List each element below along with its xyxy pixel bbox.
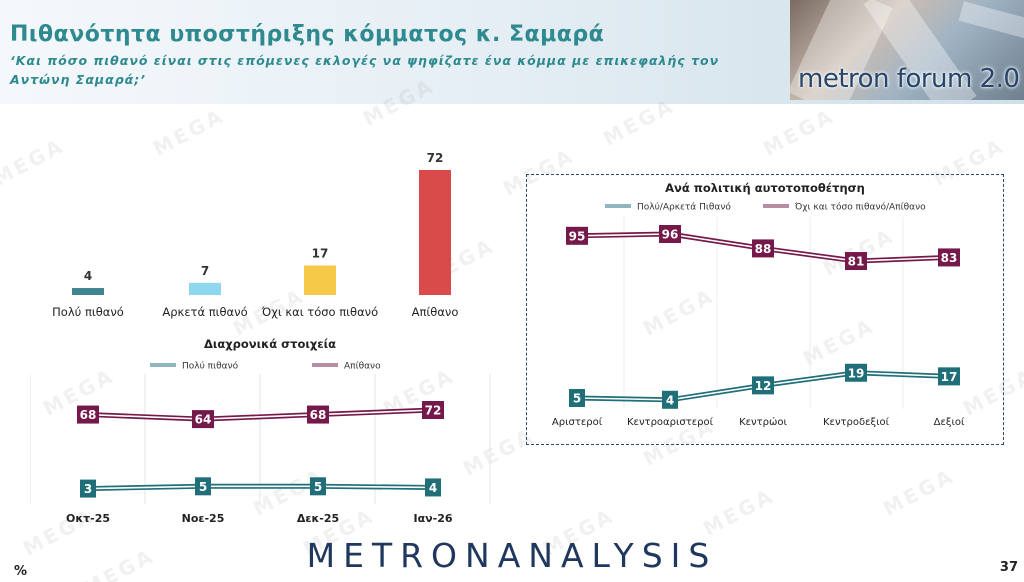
bar bbox=[189, 282, 221, 295]
data-label: 12 bbox=[755, 379, 772, 393]
data-label-box bbox=[662, 390, 678, 409]
x-tick-label: Δεκ-25 bbox=[297, 512, 339, 525]
data-label: 5 bbox=[314, 480, 322, 494]
data-label: 64 bbox=[195, 413, 212, 427]
x-tick-label: Κεντροαριστεροί bbox=[627, 416, 714, 428]
metron-forum-logo: metron forum 2.0 bbox=[790, 0, 1024, 100]
header-banner: Πιθανότητα υποστήριξης κόμματος κ. Σαμαρ… bbox=[0, 0, 1024, 104]
x-tick-label: Ιαν-26 bbox=[413, 512, 452, 525]
data-label: 68 bbox=[80, 408, 97, 422]
x-tick-label: Δεξιοί bbox=[934, 416, 965, 428]
legend-label: Πολύ πιθανό bbox=[182, 361, 239, 372]
legend-label: Όχι και τόσο πιθανό/Απίθανο bbox=[794, 202, 926, 213]
data-label: 72 bbox=[425, 404, 442, 418]
bar-value-label: 17 bbox=[312, 246, 329, 260]
data-label-box bbox=[845, 363, 867, 382]
bar bbox=[419, 170, 451, 295]
data-label-box bbox=[566, 226, 588, 245]
series-line-inner bbox=[87, 409, 434, 420]
bar-value-label: 72 bbox=[427, 151, 444, 165]
timeline-line-chart: Πολύ πιθανό Απίθανο 3 5 5 4 68 64 68 72 Οκτ-25 Νοε-… bbox=[30, 361, 491, 525]
data-label-box bbox=[80, 479, 96, 498]
data-label: 5 bbox=[199, 480, 207, 494]
data-label-box bbox=[310, 477, 326, 496]
bar-value-label: 4 bbox=[84, 269, 92, 283]
data-label: 5 bbox=[573, 391, 581, 405]
data-label: 81 bbox=[848, 255, 865, 269]
data-label: 4 bbox=[666, 393, 674, 407]
ideology-chart-frame bbox=[526, 174, 1004, 445]
page-number: 37 bbox=[999, 560, 1018, 575]
x-tick-label: Οκτ-25 bbox=[66, 512, 110, 525]
data-label-box bbox=[195, 477, 211, 496]
data-label: 83 bbox=[941, 251, 958, 265]
ideology-line-chart: Πολύ/Αρκετά Πιθανό Όχι και τόσο πιθανό/Απ… bbox=[552, 202, 965, 429]
data-label-box bbox=[752, 239, 774, 258]
data-label: 96 bbox=[662, 228, 679, 242]
bar-category-label: Απίθανο bbox=[412, 305, 459, 319]
page-subtitle: ‘Και πόσο πιθανό είναι στις επόμενες εκλ… bbox=[10, 53, 720, 87]
series-line-inner bbox=[87, 485, 434, 490]
data-label: 4 bbox=[429, 481, 437, 495]
data-label-box bbox=[77, 405, 99, 424]
likelihood-bar-chart: 4 Πολύ πιθανό 7 Αρκετά πιθανό 17 Όχι και τόσο… bbox=[52, 151, 459, 319]
footer-brand: METRONANALYSIS bbox=[306, 536, 718, 575]
data-label: 3 bbox=[84, 482, 92, 496]
bar bbox=[72, 288, 104, 295]
data-label-box bbox=[192, 410, 214, 429]
mega-watermark: MEGA bbox=[878, 463, 959, 521]
page-title: Πιθανότητα υποστήριξης κόμματος κ. Σαμαρ… bbox=[10, 22, 605, 47]
mega-watermark: MEGA bbox=[758, 103, 839, 161]
data-label-box bbox=[938, 248, 960, 267]
x-tick-label: Κεντροδεξιοί bbox=[823, 416, 890, 428]
data-label-box bbox=[569, 388, 585, 407]
x-tick-label: Κεντρώοι bbox=[739, 416, 787, 428]
data-label-box bbox=[752, 376, 774, 395]
data-label-box bbox=[659, 225, 681, 243]
bar-category-label: Αρκετά πιθανό bbox=[162, 305, 247, 319]
data-label-box bbox=[425, 478, 441, 497]
unit-label: % bbox=[14, 564, 28, 579]
bar-value-label: 7 bbox=[201, 264, 209, 278]
data-label: 88 bbox=[755, 242, 772, 256]
ideology-chart-title: Ανά πολιτική αυτοτοποθέτηση bbox=[665, 181, 865, 195]
data-label: 95 bbox=[569, 229, 586, 243]
legend-label: Πολύ/Αρκετά Πιθανό bbox=[637, 202, 731, 213]
data-label-box bbox=[938, 367, 960, 386]
bar-category-label: Πολύ πιθανό bbox=[52, 305, 124, 319]
logo-text: metron forum 2.0 bbox=[798, 64, 1020, 94]
data-label-box bbox=[845, 252, 867, 271]
mega-watermark: MEGA bbox=[698, 483, 779, 541]
data-label-box bbox=[422, 401, 444, 419]
bar bbox=[304, 265, 336, 295]
bar-category-label: Όχι και τόσο πιθανό bbox=[261, 305, 378, 319]
legend-label: Απίθανο bbox=[344, 362, 381, 372]
data-label: 17 bbox=[941, 370, 958, 384]
timeline-chart-title: Διαχρονικά στοιχεία bbox=[203, 337, 337, 351]
data-label-box bbox=[307, 405, 329, 424]
x-tick-label: Νοε-25 bbox=[182, 512, 225, 525]
x-tick-label: Αριστεροί bbox=[552, 416, 603, 428]
data-label: 68 bbox=[310, 408, 327, 422]
data-label: 19 bbox=[848, 366, 865, 380]
